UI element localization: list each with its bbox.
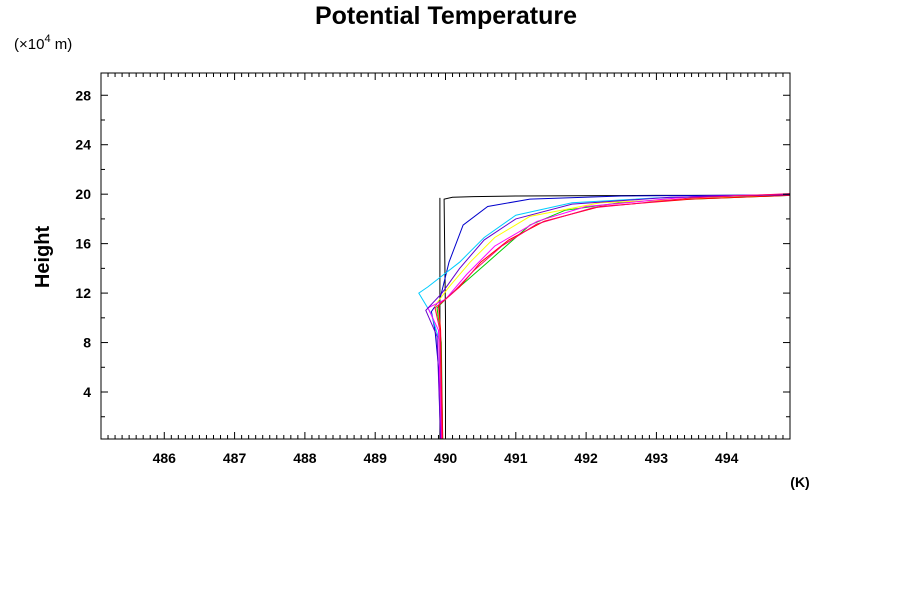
x-tick-label: 488 [293,450,317,466]
axis-ticks: 486 487 488 489 490 491 492 493 494 4 8 12 16 20 24 28 [75,73,791,466]
x-tick-label: 490 [434,450,458,466]
series-line-9 [425,194,791,440]
y-tick-label: 20 [75,186,91,202]
x-unit-label: (K) [790,474,809,490]
y-tick-label: 12 [75,285,91,301]
x-tick-label: 486 [153,450,177,466]
x-tick-label: 494 [715,450,739,466]
x-tick-label: 493 [645,450,669,466]
y-tick-label: 8 [83,335,91,351]
chart-title: Potential Temperature [315,2,577,30]
y-tick-label: 24 [75,137,91,153]
plot-frame [100,72,791,440]
series-line-10 [434,193,791,440]
series-line-5 [436,194,791,440]
series-line-8 [427,193,791,440]
y-tick-label: 4 [83,384,91,400]
y-tick-label: 16 [75,236,91,252]
plot-lines [418,193,791,440]
y-axis-label: Height [32,226,54,289]
y-unit-label: (×104 m) [14,33,72,53]
series-line-3 [430,194,791,440]
series-line-4 [418,194,791,440]
x-tick-label: 487 [223,450,247,466]
x-tick-label: 489 [364,450,388,466]
x-tick-label: 491 [504,450,528,466]
y-tick-label: 28 [75,87,91,103]
x-tick-label: 492 [574,450,598,466]
